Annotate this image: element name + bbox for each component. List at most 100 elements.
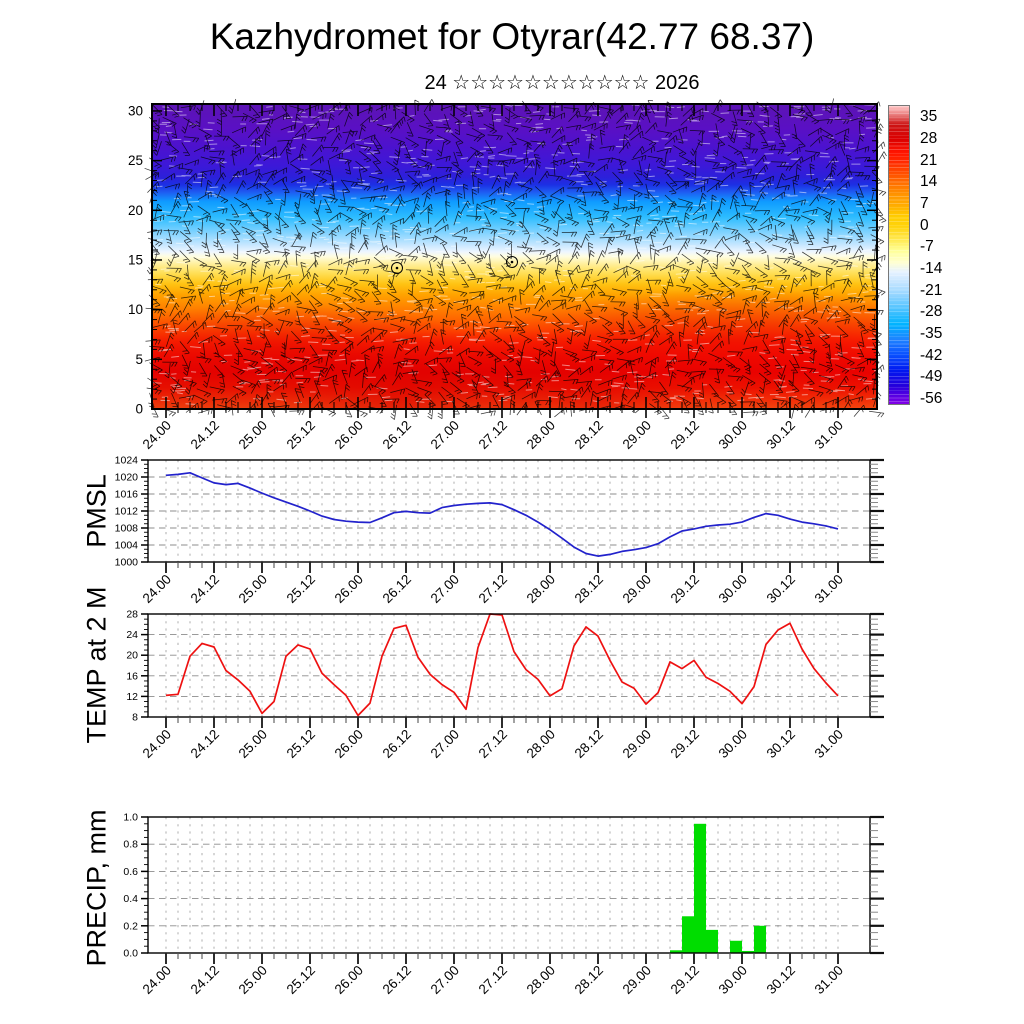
svg-text:29.12: 29.12 (668, 727, 703, 762)
svg-text:29.00: 29.00 (620, 963, 655, 998)
svg-text:24.12: 24.12 (188, 418, 223, 453)
temp-chart: 8 12 16 20 24 28 24.00 24.12 25.00 25.12 26.00 26.1… (126, 609, 884, 761)
svg-text:28: 28 (126, 609, 138, 621)
x-axis-ticks-labels: 24.00 24.12 25.00 25.12 26.00 26.12 27.00 27.12… (140, 953, 846, 998)
colorbar-tick-label: 0 (920, 216, 929, 234)
svg-text:30.00: 30.00 (716, 572, 751, 607)
colorbar-tick-label: -49 (920, 368, 943, 386)
svg-text:29.12: 29.12 (668, 963, 703, 998)
y-axis-ticks: 1000 1004 1008 1012 1016 1020 1024 (115, 455, 884, 569)
svg-text:28.12: 28.12 (572, 572, 607, 607)
svg-text:27.00: 27.00 (428, 572, 463, 607)
svg-text:25.00: 25.00 (236, 418, 271, 453)
svg-text:1020: 1020 (115, 472, 139, 484)
y-axis-ticks: 0.0 0.2 0.4 0.6 0.8 1.0 (123, 812, 884, 960)
svg-text:27.12: 27.12 (476, 963, 511, 998)
svg-text:30.12: 30.12 (764, 418, 799, 453)
svg-text:25: 25 (128, 153, 143, 168)
pmsl-chart: 1000 1004 1008 1012 1016 1020 1024 24.00 24.12 25… (115, 455, 884, 606)
svg-text:0: 0 (135, 402, 143, 417)
svg-text:1004: 1004 (115, 540, 139, 552)
svg-text:25.12: 25.12 (284, 572, 319, 607)
svg-text:24.00: 24.00 (140, 572, 175, 607)
svg-text:30: 30 (128, 103, 143, 118)
svg-text:25.12: 25.12 (284, 418, 319, 453)
svg-text:24.00: 24.00 (140, 963, 175, 998)
colorbar-tick-label: -28 (920, 303, 943, 321)
svg-text:28.12: 28.12 (572, 963, 607, 998)
svg-text:10: 10 (128, 302, 143, 317)
pmsl-series-line (165, 471, 839, 557)
svg-text:30.00: 30.00 (716, 727, 751, 762)
svg-text:1024: 1024 (115, 455, 139, 467)
wind-barbs-layer (144, 98, 887, 420)
svg-text:28.00: 28.00 (524, 727, 559, 762)
svg-text:30.12: 30.12 (764, 727, 799, 762)
svg-text:24.12: 24.12 (188, 572, 223, 607)
svg-text:30.12: 30.12 (764, 572, 799, 607)
svg-text:27.12: 27.12 (476, 572, 511, 607)
svg-text:29.00: 29.00 (620, 727, 655, 762)
page-title: Kazhydromet for Otyrar(42.77 68.37) (209, 16, 815, 57)
svg-text:26.00: 26.00 (332, 418, 367, 453)
svg-text:26.00: 26.00 (332, 727, 367, 762)
svg-text:20: 20 (128, 203, 143, 218)
svg-text:24.00: 24.00 (140, 418, 175, 453)
svg-text:1016: 1016 (115, 489, 139, 501)
svg-text:25.00: 25.00 (236, 572, 271, 607)
svg-text:29.00: 29.00 (620, 418, 655, 453)
svg-text:0.0: 0.0 (123, 948, 138, 960)
colorbar-tick-label: 21 (920, 151, 938, 169)
svg-text:27.12: 27.12 (476, 418, 511, 453)
svg-text:0.4: 0.4 (123, 893, 138, 905)
precip-chart: 0.0 0.2 0.4 0.6 0.8 1.0 24.00 24.12 25.00 25.12 26… (123, 812, 884, 997)
svg-text:28.00: 28.00 (524, 418, 559, 453)
svg-text:30.12: 30.12 (764, 963, 799, 998)
svg-text:25.12: 25.12 (284, 727, 319, 762)
barb-strokes (144, 98, 887, 420)
svg-text:29.00: 29.00 (620, 572, 655, 607)
svg-text:27.00: 27.00 (428, 418, 463, 453)
svg-text:27.00: 27.00 (428, 727, 463, 762)
precip-axis-title: PRECIP, mm (81, 809, 112, 967)
x-axis-ticks-labels: 24.00 24.12 25.00 25.12 26.00 26.12 27.00 27.12… (140, 562, 846, 607)
wind-profile-panel: 24.00 24.12 25.00 25.12 26.00 26.12 27.00 27.12… (128, 98, 887, 452)
svg-text:20: 20 (126, 650, 138, 662)
svg-text:1.0: 1.0 (123, 812, 138, 824)
temp-series-line (165, 613, 839, 717)
svg-text:30.00: 30.00 (716, 963, 751, 998)
svg-text:26.00: 26.00 (332, 963, 367, 998)
grid-layer (148, 614, 870, 717)
svg-text:12: 12 (126, 691, 138, 703)
svg-text:24: 24 (126, 629, 138, 641)
pmsl-axis-title: PMSL (81, 474, 112, 548)
svg-text:24.00: 24.00 (140, 727, 175, 762)
svg-text:0.6: 0.6 (123, 866, 138, 878)
calm-wind-marker (391, 262, 403, 274)
grid-layer (148, 460, 870, 562)
svg-text:28.12: 28.12 (572, 418, 607, 453)
colorbar: 35 28 21 14 7 0 -7 -14 -21 -28 -35 -42 -49 -56 (888, 105, 942, 406)
temp-axis-title: TEMP at 2 M (81, 586, 112, 744)
colorbar-tick-label: -14 (920, 259, 943, 277)
svg-text:27.12: 27.12 (476, 727, 511, 762)
svg-text:25.00: 25.00 (236, 727, 271, 762)
svg-text:0.8: 0.8 (123, 839, 138, 851)
svg-text:24.12: 24.12 (188, 963, 223, 998)
svg-text:24.12: 24.12 (188, 727, 223, 762)
precip-series-bars (670, 823, 766, 953)
svg-text:0.2: 0.2 (123, 920, 138, 932)
colorbar-tick-label: 7 (920, 194, 929, 212)
svg-text:25.12: 25.12 (284, 963, 319, 998)
svg-text:1012: 1012 (115, 506, 139, 518)
svg-text:30.00: 30.00 (716, 418, 751, 453)
svg-text:1000: 1000 (115, 557, 139, 569)
wind-frame-ticks: 24.00 24.12 25.00 25.12 26.00 26.12 27.00 27.12… (128, 103, 877, 452)
svg-text:26.12: 26.12 (380, 418, 415, 453)
svg-text:28.00: 28.00 (524, 572, 559, 607)
wind-axes: 24.00 24.12 25.00 25.12 26.00 26.12 27.00 27.12… (128, 103, 878, 452)
svg-text:27.00: 27.00 (428, 963, 463, 998)
svg-text:28.00: 28.00 (524, 963, 559, 998)
svg-text:26.12: 26.12 (380, 727, 415, 762)
svg-text:31.00: 31.00 (812, 727, 847, 762)
